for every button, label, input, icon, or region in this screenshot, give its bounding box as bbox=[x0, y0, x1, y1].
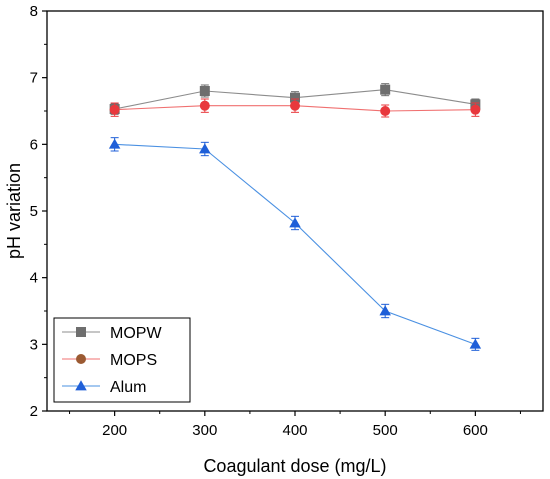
data-point-mops bbox=[380, 106, 391, 116]
x-tick-label: 300 bbox=[192, 422, 217, 439]
x-tick-label: 200 bbox=[102, 422, 127, 439]
x-tick-label: 400 bbox=[282, 422, 307, 439]
x-tick-label: 500 bbox=[373, 422, 398, 439]
data-point-alum bbox=[289, 217, 301, 228]
data-point-mops bbox=[470, 104, 481, 115]
legend-marker-mopw bbox=[76, 327, 86, 337]
y-tick-label: 3 bbox=[30, 336, 38, 353]
y-tick-label: 2 bbox=[30, 403, 38, 420]
y-axis-title: pH variation bbox=[4, 163, 24, 259]
data-point-mops bbox=[109, 104, 120, 115]
series-line-alum bbox=[114, 143, 476, 345]
data-point-alum bbox=[108, 138, 121, 149]
x-axis-title: Coagulant dose (mg/L) bbox=[203, 456, 386, 476]
data-point-alum bbox=[199, 143, 211, 154]
legend-label-mopw: MOPW bbox=[110, 325, 162, 342]
y-tick-label: 4 bbox=[30, 270, 38, 287]
y-tick-label: 5 bbox=[30, 203, 38, 220]
data-point-mopw bbox=[380, 84, 391, 95]
y-tick-label: 8 bbox=[30, 3, 38, 20]
legend-marker-alum bbox=[75, 380, 87, 391]
legend-label-mops: MOPS bbox=[110, 352, 157, 369]
y-tick-label: 7 bbox=[30, 70, 38, 87]
legend-item-alum: Alum bbox=[62, 379, 146, 396]
plot-content bbox=[108, 83, 482, 351]
data-point-mopw bbox=[199, 86, 210, 96]
data-point-mopw bbox=[290, 92, 300, 103]
y-tick-label: 6 bbox=[30, 136, 38, 153]
legend-item-mops: MOPS bbox=[62, 352, 157, 369]
legend-label-alum: Alum bbox=[110, 379, 146, 396]
axis-ticks: 200 300 400 500 600 2 3 4 5 6 7 8 bbox=[30, 3, 521, 439]
legend-item-mopw: MOPW bbox=[62, 325, 162, 342]
data-point-mops bbox=[290, 100, 300, 111]
series-alum bbox=[108, 137, 482, 351]
series-mops bbox=[109, 98, 481, 118]
data-point-alum bbox=[469, 338, 482, 349]
legend: MOPW MOPS Alum bbox=[53, 317, 191, 403]
x-tick-label: 600 bbox=[463, 422, 488, 439]
data-point-mops bbox=[199, 100, 210, 111]
legend-marker-mops bbox=[76, 354, 86, 364]
data-point-alum bbox=[379, 305, 391, 316]
